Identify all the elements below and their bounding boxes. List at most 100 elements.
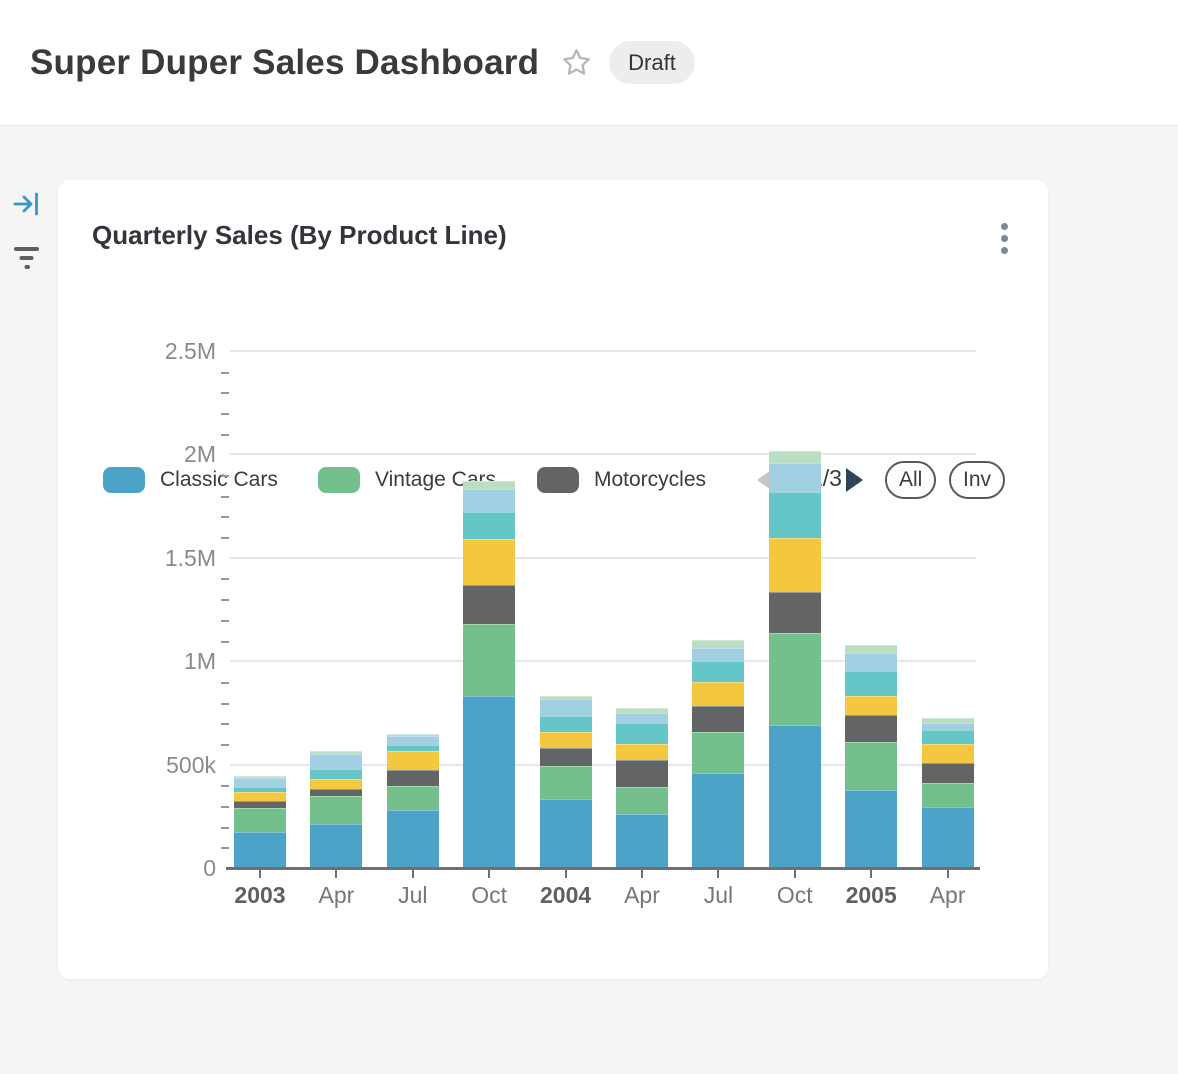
- bar-segment-series-7[interactable]: [616, 708, 668, 714]
- bar-segment-series-5[interactable]: [310, 768, 363, 780]
- bar-segment-classic-cars[interactable]: [386, 809, 439, 868]
- bar-2004-4[interactable]: [539, 180, 592, 868]
- bar-segment-series-7[interactable]: [310, 750, 363, 755]
- legend-invert-selection-button[interactable]: Inv: [949, 461, 1006, 499]
- y-minor-tick: [221, 723, 229, 726]
- bar-segment-series-4[interactable]: [921, 743, 974, 764]
- legend-next-page-button[interactable]: [846, 468, 863, 492]
- bar-segment-vintage-cars[interactable]: [845, 742, 898, 791]
- bar-segment-series-6[interactable]: [768, 463, 821, 492]
- bar-segment-motorcycles[interactable]: [310, 789, 363, 797]
- bar-segment-series-4[interactable]: [539, 732, 592, 748]
- bar-segment-series-5[interactable]: [616, 723, 668, 744]
- bar-segment-series-5[interactable]: [539, 716, 592, 733]
- bar-segment-series-5[interactable]: [463, 511, 516, 540]
- bar-segment-classic-cars[interactable]: [616, 813, 668, 868]
- y-minor-tick: [221, 371, 229, 374]
- legend-item-motorcycles[interactable]: Motorcycles: [537, 460, 706, 500]
- bar-segment-classic-cars[interactable]: [310, 823, 363, 868]
- bar-segment-series-5[interactable]: [386, 745, 439, 752]
- bar-segment-series-6[interactable]: [921, 723, 974, 730]
- bar-segment-vintage-cars[interactable]: [463, 624, 516, 696]
- y-tick-label: 500k: [166, 751, 216, 778]
- bar-segment-series-4[interactable]: [386, 751, 439, 771]
- bar-segment-series-6[interactable]: [539, 699, 592, 717]
- favorite-star-button[interactable]: [559, 46, 593, 80]
- bar-segment-series-4[interactable]: [692, 681, 745, 707]
- y-minor-tick: [221, 537, 229, 540]
- legend-item-classic-cars[interactable]: Classic Cars: [103, 460, 278, 500]
- bar-segment-series-4[interactable]: [310, 779, 363, 790]
- bar-oct-7[interactable]: [768, 180, 821, 868]
- bar-segment-series-7[interactable]: [768, 451, 821, 464]
- bar-jul-6[interactable]: [692, 180, 745, 868]
- bar-segment-series-5[interactable]: [692, 660, 745, 682]
- bar-segment-series-4[interactable]: [845, 695, 898, 715]
- bar-segment-vintage-cars[interactable]: [768, 633, 821, 725]
- legend-row: Classic Cars Vintage Cars Motorcycles 1/3 …: [58, 460, 1048, 500]
- bar-segment-motorcycles[interactable]: [386, 770, 439, 787]
- bar-segment-series-4[interactable]: [463, 539, 516, 585]
- x-tick-label: 2003: [234, 882, 286, 908]
- bar-segment-series-7[interactable]: [234, 775, 286, 779]
- y-minor-tick: [221, 619, 229, 622]
- bar-jul-2[interactable]: [386, 180, 439, 868]
- bar-segment-series-4[interactable]: [616, 743, 668, 761]
- bar-segment-motorcycles[interactable]: [768, 591, 821, 634]
- legend-select-all-button[interactable]: All: [885, 461, 937, 499]
- bar-segment-series-5[interactable]: [768, 491, 821, 538]
- bar-segment-vintage-cars[interactable]: [616, 786, 668, 814]
- bar-segment-vintage-cars[interactable]: [539, 765, 592, 800]
- bar-segment-classic-cars[interactable]: [463, 695, 516, 868]
- bar-apr-1[interactable]: [310, 180, 363, 868]
- expand-panel-button[interactable]: [12, 190, 42, 218]
- bar-segment-series-6[interactable]: [692, 647, 745, 661]
- bar-segment-classic-cars[interactable]: [539, 799, 592, 868]
- legend-swatch: [537, 467, 579, 493]
- bar-segment-series-6[interactable]: [463, 488, 516, 512]
- bar-apr-5[interactable]: [616, 180, 668, 868]
- bar-segment-vintage-cars[interactable]: [234, 807, 286, 833]
- bar-segment-series-7[interactable]: [386, 733, 439, 737]
- bar-segment-series-6[interactable]: [234, 778, 286, 787]
- bar-segment-vintage-cars[interactable]: [386, 786, 439, 810]
- bar-segment-series-4[interactable]: [768, 537, 821, 592]
- bar-segment-series-5[interactable]: [921, 729, 974, 744]
- bar-segment-series-6[interactable]: [386, 736, 439, 746]
- bar-segment-series-4[interactable]: [234, 792, 286, 802]
- bar-apr-9[interactable]: [921, 180, 974, 868]
- bar-segment-classic-cars[interactable]: [921, 806, 974, 868]
- filter-button[interactable]: [12, 244, 42, 272]
- bar-segment-motorcycles[interactable]: [463, 584, 516, 625]
- bar-segment-series-6[interactable]: [310, 754, 363, 769]
- bar-segment-vintage-cars[interactable]: [921, 782, 974, 807]
- bar-segment-series-5[interactable]: [234, 786, 286, 793]
- bar-segment-motorcycles[interactable]: [616, 760, 668, 787]
- bar-segment-series-6[interactable]: [616, 713, 668, 724]
- bar-segment-motorcycles[interactable]: [692, 706, 745, 732]
- bar-segment-classic-cars[interactable]: [768, 724, 821, 868]
- y-minor-tick: [221, 433, 229, 436]
- bar-segment-motorcycles[interactable]: [845, 714, 898, 743]
- bar-segment-vintage-cars[interactable]: [310, 796, 363, 824]
- bar-segment-motorcycles[interactable]: [234, 801, 286, 808]
- bar-segment-vintage-cars[interactable]: [692, 731, 745, 773]
- bar-segment-classic-cars[interactable]: [845, 790, 898, 868]
- card-menu-button[interactable]: [986, 216, 1022, 260]
- bar-segment-series-7[interactable]: [463, 481, 516, 489]
- bar-2005-8[interactable]: [845, 180, 898, 868]
- bar-segment-series-7[interactable]: [692, 639, 745, 648]
- bar-segment-classic-cars[interactable]: [234, 832, 286, 868]
- x-tick-mark: [564, 870, 567, 878]
- bar-segment-classic-cars[interactable]: [692, 772, 745, 868]
- bar-segment-series-7[interactable]: [845, 645, 898, 653]
- bar-segment-series-6[interactable]: [845, 652, 898, 671]
- bar-segment-series-7[interactable]: [921, 718, 974, 724]
- bar-segment-motorcycles[interactable]: [539, 747, 592, 766]
- x-tick-mark: [946, 870, 949, 878]
- bar-segment-series-7[interactable]: [539, 695, 592, 700]
- bar-segment-motorcycles[interactable]: [921, 763, 974, 783]
- bar-oct-3[interactable]: [463, 180, 516, 868]
- bar-2003-0[interactable]: [234, 180, 286, 868]
- bar-segment-series-5[interactable]: [845, 670, 898, 696]
